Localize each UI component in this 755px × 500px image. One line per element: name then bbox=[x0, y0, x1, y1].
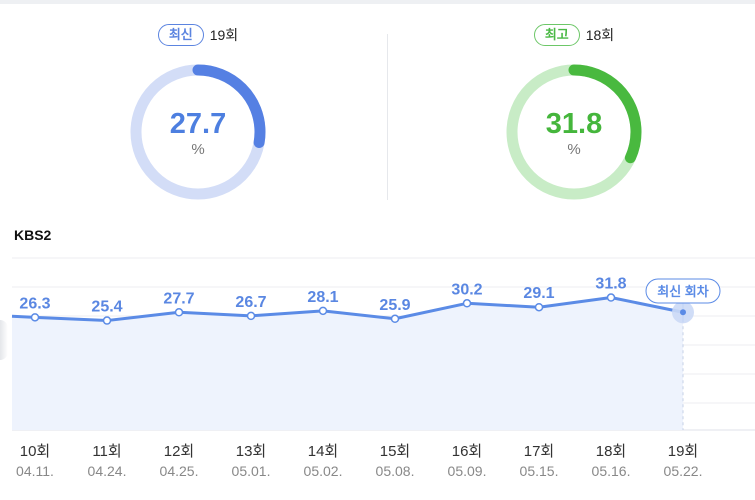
x-tick-date: 05.09. bbox=[448, 463, 487, 479]
data-label: 31.8 bbox=[595, 276, 626, 293]
series-area bbox=[12, 297, 683, 430]
data-label: 25.9 bbox=[379, 297, 410, 314]
data-label: 26.3 bbox=[19, 295, 50, 312]
data-point bbox=[462, 299, 472, 308]
data-label: 27.7 bbox=[163, 290, 194, 307]
x-tick-episode: 12회 bbox=[164, 443, 195, 460]
best-episode: 18회 bbox=[585, 27, 615, 43]
data-point bbox=[534, 302, 544, 312]
data-point bbox=[390, 314, 400, 324]
x-tick-date: 05.01. bbox=[232, 463, 271, 479]
data-point bbox=[246, 311, 256, 321]
latest-badge: 최신 bbox=[157, 24, 204, 46]
data-point bbox=[30, 313, 40, 322]
x-tick-episode: 14회 bbox=[308, 443, 339, 460]
x-tick-date: 04.24. bbox=[88, 463, 127, 479]
x-tick-date: 05.02. bbox=[304, 463, 343, 479]
x-tick-episode: 18회 bbox=[596, 443, 627, 460]
data-point bbox=[606, 293, 616, 302]
data-label: 26.7 bbox=[235, 294, 266, 311]
panel-divider bbox=[387, 34, 388, 200]
latest-value: 27.7 bbox=[169, 108, 227, 140]
latest-rating-panel: 최신 19회 27.7 % bbox=[108, 24, 288, 204]
data-label: 30.2 bbox=[451, 281, 482, 298]
channel-name: KBS2 bbox=[14, 227, 52, 243]
data-point bbox=[174, 308, 184, 317]
best-gauge-arc bbox=[506, 64, 642, 200]
x-tick-date: 04.25. bbox=[160, 463, 199, 479]
x-tick-date: 05.16. bbox=[592, 463, 631, 479]
data-label: 25.4 bbox=[91, 299, 122, 316]
data-point bbox=[680, 309, 686, 316]
data-label: 29.1 bbox=[523, 285, 554, 302]
x-tick-episode: 10회 bbox=[20, 443, 51, 460]
best-rating-panel: 최고 18회 31.8 % bbox=[484, 24, 664, 204]
latest-episode: 19회 bbox=[209, 27, 239, 43]
top-border bbox=[0, 0, 755, 4]
x-tick-date: 04.11. bbox=[16, 463, 54, 479]
x-tick-episode: 11회 bbox=[92, 443, 121, 460]
x-tick-episode: 19회 bbox=[668, 443, 699, 460]
best-gauge: 31.8 % bbox=[504, 62, 644, 202]
x-tick-date: 05.08. bbox=[376, 463, 415, 479]
best-unit: % bbox=[567, 141, 581, 158]
latest-episode-tag-label: 최신 회차 bbox=[657, 284, 708, 299]
latest-gauge: 27.7 % bbox=[128, 62, 268, 202]
data-point bbox=[318, 306, 328, 316]
rating-line-chart: 26.325.427.726.728.125.930.229.131.827.7… bbox=[11, 257, 755, 479]
data-label: 28.1 bbox=[307, 289, 338, 306]
latest-unit: % bbox=[191, 141, 205, 158]
latest-episode-tag bbox=[645, 278, 721, 304]
scroll-edge-shadow bbox=[0, 320, 8, 360]
x-tick-date: 05.22. bbox=[664, 463, 703, 479]
x-tick-episode: 17회 bbox=[524, 443, 555, 460]
x-tick-episode: 13회 bbox=[236, 443, 267, 460]
x-tick-episode: 15회 bbox=[380, 443, 411, 460]
latest-header: 최신 19회 bbox=[108, 24, 288, 48]
latest-gauge-arc bbox=[130, 64, 266, 200]
best-badge: 최고 bbox=[533, 24, 580, 46]
best-value: 31.8 bbox=[545, 108, 603, 140]
data-point bbox=[102, 316, 112, 325]
x-tick-date: 05.15. bbox=[520, 463, 559, 479]
x-tick-episode: 16회 bbox=[452, 443, 483, 460]
best-header: 최고 18회 bbox=[484, 24, 664, 48]
